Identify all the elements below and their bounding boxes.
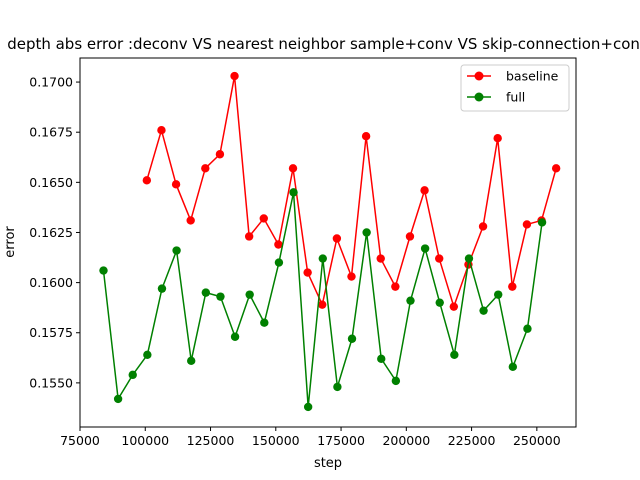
data-point-baseline (391, 282, 400, 291)
y-tick-label: 0.1700 (29, 75, 73, 90)
y-axis-label: error (3, 226, 18, 258)
data-point-full (464, 254, 474, 263)
data-point-full (201, 288, 211, 297)
data-point-baseline (376, 254, 385, 263)
legend-marker-baseline (474, 71, 484, 81)
data-point-full (143, 350, 152, 360)
data-point-full (494, 290, 503, 299)
data-point-baseline (522, 220, 532, 229)
y-tick-label: 0.1675 (29, 125, 73, 140)
data-point-baseline (288, 164, 298, 173)
data-point-full (391, 376, 401, 386)
data-point-full (216, 292, 225, 301)
data-point-baseline (230, 71, 239, 81)
data-point-baseline (142, 176, 152, 185)
data-point-full (435, 298, 444, 307)
data-point-baseline (215, 150, 225, 159)
y-axis: 0.1550 0.1575 0.1600 0.1625 0.1650 0.1675 0.17… (29, 75, 80, 390)
data-point-full (303, 402, 313, 412)
series-baseline (142, 71, 561, 311)
x-tick-label: 150000 (252, 433, 300, 448)
legend-label-full: full (506, 90, 525, 105)
data-point-full (289, 188, 298, 197)
data-point-baseline (171, 180, 181, 189)
data-point-full (479, 306, 488, 315)
data-point-full (450, 350, 459, 360)
data-point-full (274, 258, 284, 267)
data-point-full (508, 362, 518, 372)
data-point-baseline (274, 240, 283, 249)
data-point-baseline (303, 268, 312, 277)
data-point-baseline (435, 254, 444, 263)
data-point-full (523, 324, 532, 333)
x-tick-label: 225000 (448, 433, 496, 448)
x-tick-label: 200000 (382, 433, 430, 448)
y-tick-label: 0.1550 (29, 375, 73, 390)
data-point-full (187, 356, 196, 366)
series-layer (99, 71, 561, 412)
data-point-full (113, 394, 123, 404)
plot-area-frame (79, 57, 577, 428)
data-point-full (377, 354, 386, 364)
data-point-full (347, 334, 357, 343)
y-tick-label: 0.1600 (29, 275, 73, 290)
data-point-baseline (201, 164, 210, 173)
data-point-baseline (259, 214, 268, 223)
data-point-baseline (508, 282, 517, 291)
x-axis: 75000 100000 125000 150000 175000 200000 22500… (60, 427, 561, 448)
data-point-baseline (186, 216, 195, 225)
x-tick-label: 175000 (317, 433, 365, 448)
data-point-baseline (478, 222, 488, 231)
data-point-full (260, 318, 269, 327)
data-point-baseline (551, 164, 561, 173)
y-tick-label: 0.1650 (29, 175, 73, 190)
data-point-full (230, 332, 240, 341)
data-point-baseline (332, 234, 342, 243)
data-point-full (245, 290, 254, 299)
series-full (99, 188, 547, 412)
data-point-baseline (493, 134, 502, 143)
data-point-full (406, 296, 415, 305)
x-tick-label: 75000 (60, 433, 100, 448)
data-point-baseline (347, 272, 356, 281)
data-point-full (157, 284, 167, 293)
data-point-full (172, 246, 181, 255)
data-point-full (99, 266, 108, 275)
data-point-full (420, 244, 430, 253)
data-point-baseline (244, 232, 254, 241)
x-tick-label: 100000 (121, 433, 169, 448)
legend-marker-full (474, 92, 484, 102)
legend-label-baseline: baseline (506, 69, 559, 84)
chart-title: depth abs error :deconv VS nearest neigh… (7, 35, 640, 53)
data-point-full (362, 228, 371, 237)
data-point-baseline (405, 232, 415, 241)
data-point-baseline (361, 132, 371, 141)
data-point-baseline (157, 125, 166, 135)
data-point-full (128, 370, 137, 380)
x-tick-label: 250000 (513, 433, 561, 448)
data-point-baseline (420, 186, 429, 195)
x-axis-label: step (314, 456, 342, 471)
x-tick-label: 125000 (187, 433, 235, 448)
legend: baseline full (460, 64, 570, 112)
data-point-full (318, 254, 327, 263)
data-point-full (333, 382, 342, 392)
data-point-full (537, 218, 547, 227)
data-point-baseline (318, 300, 327, 309)
y-tick-label: 0.1575 (29, 325, 73, 340)
y-tick-label: 0.1625 (29, 225, 73, 240)
data-point-baseline (449, 302, 459, 311)
